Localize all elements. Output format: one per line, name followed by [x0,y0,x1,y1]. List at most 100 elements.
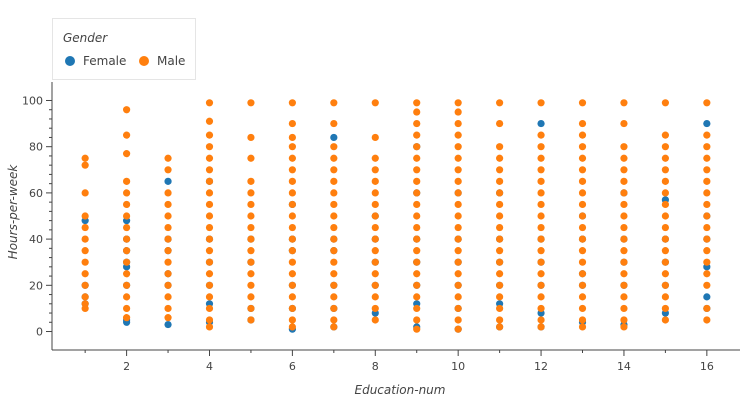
x-tick-label: 14 [617,360,631,373]
legend-label-male: Male [157,54,186,68]
point-male [413,235,421,243]
point-male [330,304,338,313]
point-male [661,143,669,151]
point-male [164,189,172,197]
point-male [454,247,462,255]
point-male [578,223,587,232]
point-male [454,235,462,243]
point-male [703,131,711,139]
point-male [454,131,462,139]
point-male [703,189,711,197]
point-male [703,304,711,313]
point-male [371,212,379,220]
legend-title: Gender [63,31,108,45]
point-male [413,99,421,107]
point-male [288,281,296,289]
point-male [81,281,89,289]
point-male [81,270,89,278]
point-male [620,323,628,331]
point-male [537,258,545,266]
point-male [81,247,89,255]
point-male [164,293,172,301]
point-male [164,212,172,220]
point-male [454,143,462,151]
point-male [578,212,587,220]
point-male [81,189,89,197]
point-male [371,166,379,174]
point-male [288,200,296,209]
point-male [496,212,504,220]
point-male [205,154,214,162]
point-male [81,293,89,301]
point-male [661,235,669,243]
point-male [371,223,379,232]
point-male [454,108,462,116]
point-male [123,247,131,255]
point-male [330,247,338,255]
point-male [537,166,545,174]
point-male [330,212,338,220]
point-male [413,223,421,232]
point-male [81,258,89,266]
point-male [330,154,338,162]
point-male [454,293,462,301]
points [81,99,711,333]
y-axis-title: Hours-per-week [6,164,20,260]
y-tick-label: 0 [36,326,43,339]
point-male [413,212,421,220]
point-male [205,258,214,266]
point-male [413,189,421,197]
point-male [620,304,628,313]
point-male [413,304,421,313]
point-male [537,281,545,289]
point-male [661,131,669,139]
legend-item-female[interactable]: Female [65,54,126,68]
legend-item-male[interactable]: Male [139,54,185,68]
point-male [537,154,545,162]
x-tick-label: 10 [451,360,465,373]
point-male [164,304,172,313]
point-male [288,133,296,142]
point-male [537,293,545,301]
point-male [578,281,587,289]
point-male [371,200,379,209]
point-male [247,177,255,185]
point-male [330,200,338,209]
point-male [371,133,379,142]
point-male [330,270,338,278]
point-male [661,154,669,162]
point-male [205,323,214,331]
legend-swatch-female [65,56,75,66]
point-male [454,325,462,333]
point-male [661,99,669,107]
point-male [537,304,545,313]
point-male [537,131,545,139]
point-male [537,212,545,220]
point-male [537,99,545,107]
point-male [620,293,628,301]
point-male [620,212,628,220]
point-male [164,166,172,174]
point-male [661,166,669,174]
point-male [661,189,669,197]
point-male [454,304,462,313]
point-male [123,270,131,278]
point-male [330,258,338,266]
point-male [496,235,504,243]
point-female [703,293,711,301]
point-male [247,200,255,209]
point-male [205,117,214,125]
point-male [288,304,296,313]
point-male [330,177,338,185]
point-male [496,258,504,266]
point-male [164,247,172,255]
point-male [164,154,172,162]
point-female [703,119,711,128]
point-female [537,119,545,128]
point-male [413,143,421,151]
point-male [371,154,379,162]
point-male [123,189,131,197]
point-male [205,223,214,232]
point-male [164,314,172,322]
